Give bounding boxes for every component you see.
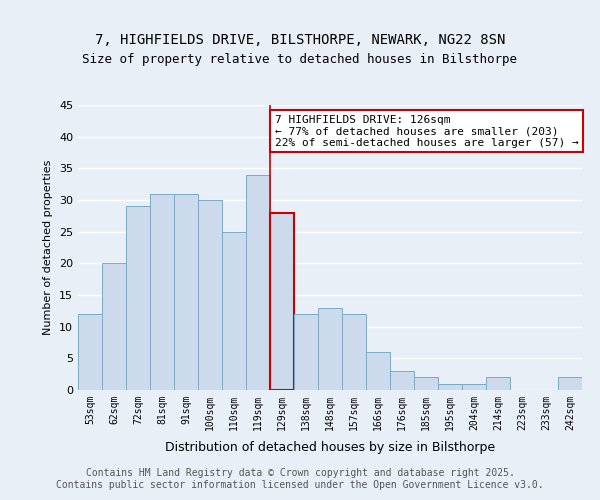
Bar bbox=[294, 314, 318, 390]
Text: Size of property relative to detached houses in Bilsthorpe: Size of property relative to detached ho… bbox=[83, 52, 517, 66]
Bar bbox=[174, 194, 198, 390]
Text: Contains HM Land Registry data © Crown copyright and database right 2025.
Contai: Contains HM Land Registry data © Crown c… bbox=[56, 468, 544, 490]
Bar bbox=[366, 352, 390, 390]
Bar bbox=[390, 371, 414, 390]
Bar bbox=[198, 200, 222, 390]
Bar bbox=[558, 378, 582, 390]
Bar bbox=[222, 232, 246, 390]
Bar bbox=[270, 212, 294, 390]
Bar bbox=[462, 384, 486, 390]
Bar bbox=[318, 308, 342, 390]
Bar bbox=[126, 206, 150, 390]
Bar bbox=[486, 378, 510, 390]
Bar bbox=[342, 314, 366, 390]
Y-axis label: Number of detached properties: Number of detached properties bbox=[43, 160, 53, 335]
Text: 7, HIGHFIELDS DRIVE, BILSTHORPE, NEWARK, NG22 8SN: 7, HIGHFIELDS DRIVE, BILSTHORPE, NEWARK,… bbox=[95, 32, 505, 46]
Bar bbox=[102, 264, 126, 390]
Bar bbox=[246, 174, 270, 390]
Bar bbox=[414, 378, 438, 390]
Bar bbox=[150, 194, 174, 390]
Bar bbox=[438, 384, 462, 390]
X-axis label: Distribution of detached houses by size in Bilsthorpe: Distribution of detached houses by size … bbox=[165, 441, 495, 454]
Bar bbox=[78, 314, 102, 390]
Text: 7 HIGHFIELDS DRIVE: 126sqm
← 77% of detached houses are smaller (203)
22% of sem: 7 HIGHFIELDS DRIVE: 126sqm ← 77% of deta… bbox=[275, 114, 578, 148]
